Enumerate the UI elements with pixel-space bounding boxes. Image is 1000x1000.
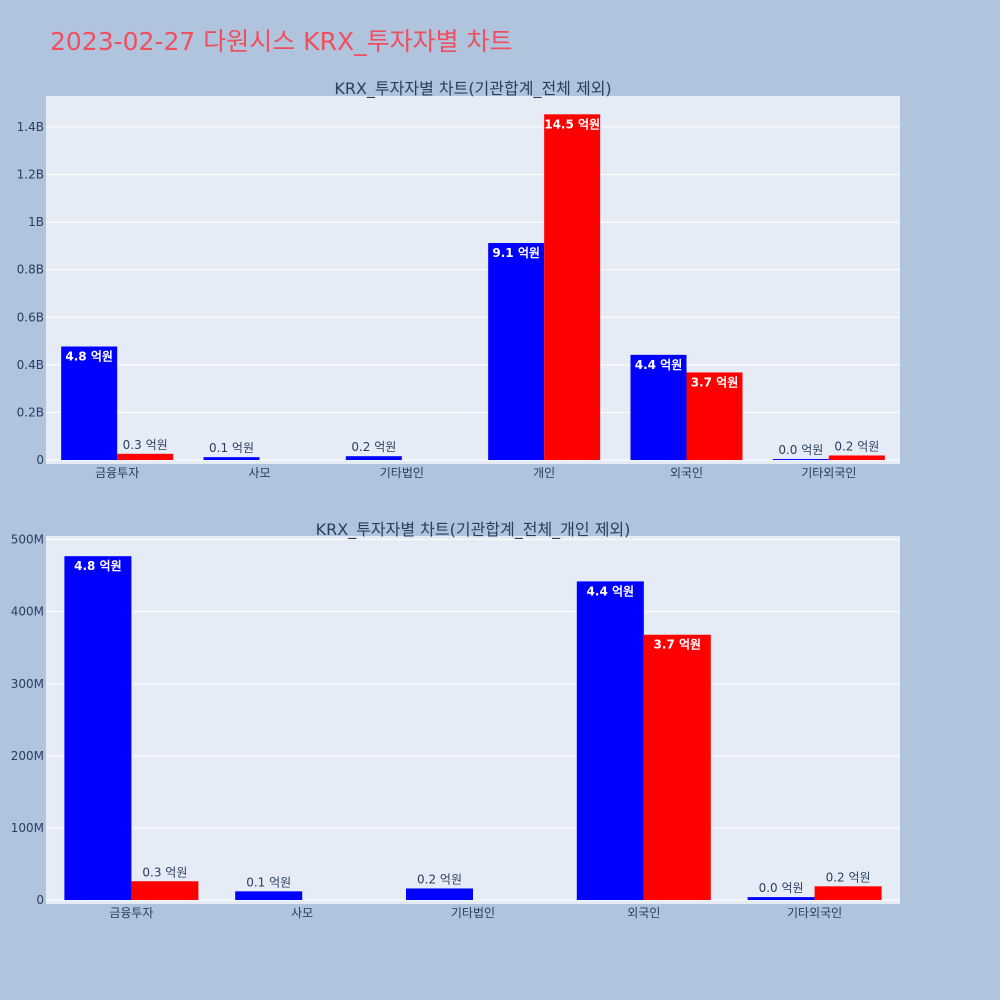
bar bbox=[235, 891, 303, 900]
x-tick-label: 사모 bbox=[291, 906, 313, 920]
y-tick-label: 300M bbox=[11, 677, 44, 691]
data-label: 0.2 억원 bbox=[834, 439, 879, 453]
y-tick-label: 0.6B bbox=[17, 310, 44, 324]
bar bbox=[544, 114, 601, 460]
y-tick-label: 0 bbox=[36, 893, 44, 907]
x-tick-label: 외국인 bbox=[670, 466, 703, 480]
data-label: 4.8 억원 bbox=[65, 350, 113, 364]
x-tick-label: 금융투자 bbox=[95, 466, 139, 480]
bar bbox=[406, 888, 473, 900]
bar bbox=[64, 556, 132, 900]
x-tick-label: 기타외국인 bbox=[801, 466, 856, 480]
x-tick-label: 외국인 bbox=[627, 906, 660, 920]
y-tick-label: 1.2B bbox=[17, 168, 44, 182]
y-tick-label: 1B bbox=[28, 215, 44, 229]
data-label: 0.1 억원 bbox=[209, 441, 254, 455]
data-label: 0.0 억원 bbox=[778, 443, 823, 457]
data-label: 4.4 억원 bbox=[635, 358, 683, 372]
bar bbox=[131, 881, 199, 900]
y-tick-label: 200M bbox=[11, 749, 44, 763]
data-label: 14.5 억원 bbox=[544, 117, 600, 131]
chart-title-1: KRX_투자자별 차트(기관합계_전체 제외) bbox=[334, 79, 611, 99]
bar bbox=[203, 457, 260, 460]
bar bbox=[643, 634, 711, 900]
chart-title-2: KRX_투자자별 차트(기관합계_전체_개인 제외) bbox=[316, 520, 631, 540]
bar bbox=[488, 243, 545, 460]
bar bbox=[814, 886, 882, 900]
data-label: 0.2 억원 bbox=[417, 872, 462, 886]
data-label: 3.7 억원 bbox=[654, 638, 702, 652]
y-tick-label: 500M bbox=[11, 533, 44, 547]
y-tick-label: 400M bbox=[11, 605, 44, 619]
data-label: 0.1 억원 bbox=[246, 875, 291, 889]
data-label: 0.2 억원 bbox=[351, 440, 396, 454]
bar bbox=[345, 456, 402, 460]
y-tick-label: 1.4B bbox=[17, 120, 44, 134]
bar bbox=[828, 455, 885, 460]
data-label: 0.2 억원 bbox=[826, 870, 871, 884]
x-tick-label: 개인 bbox=[533, 466, 555, 480]
data-label: 4.4 억원 bbox=[587, 584, 635, 598]
bar bbox=[686, 372, 743, 460]
bar bbox=[61, 346, 118, 460]
page-title: 2023-02-27 다원시스 KRX_투자자별 차트 bbox=[50, 27, 513, 56]
bar bbox=[576, 581, 644, 900]
bar bbox=[630, 354, 687, 460]
y-tick-label: 0.8B bbox=[17, 263, 44, 277]
bar bbox=[747, 897, 815, 900]
y-tick-label: 100M bbox=[11, 821, 44, 835]
x-tick-label: 기타법인 bbox=[380, 466, 424, 480]
data-label: 0.0 억원 bbox=[759, 881, 804, 895]
plot-area-2 bbox=[46, 536, 900, 904]
data-label: 3.7 억원 bbox=[691, 375, 739, 389]
data-label: 9.1 억원 bbox=[492, 246, 540, 260]
y-tick-label: 0.2B bbox=[17, 405, 44, 419]
bar bbox=[117, 453, 174, 460]
x-tick-label: 금융투자 bbox=[109, 906, 153, 920]
data-label: 0.3 억원 bbox=[123, 438, 168, 452]
x-tick-label: 기타외국인 bbox=[787, 906, 842, 920]
y-tick-label: 0 bbox=[36, 453, 44, 467]
bar bbox=[772, 459, 829, 460]
plot-area-1 bbox=[46, 96, 900, 464]
x-tick-label: 사모 bbox=[248, 466, 270, 480]
x-tick-label: 기타법인 bbox=[451, 906, 495, 920]
data-label: 0.3 억원 bbox=[142, 865, 187, 879]
y-tick-label: 0.4B bbox=[17, 358, 44, 372]
data-label: 4.8 억원 bbox=[74, 559, 122, 573]
